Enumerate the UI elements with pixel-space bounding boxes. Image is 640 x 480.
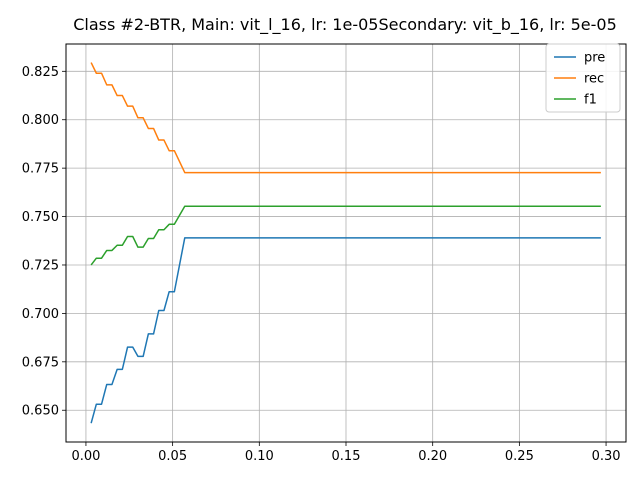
series-line-rec <box>90 62 601 174</box>
legend-label-pre: pre <box>584 51 605 66</box>
y-tick-label: 0.700 <box>22 307 59 322</box>
y-tick-label: 0.725 <box>22 258 59 273</box>
x-tick-label: 0.15 <box>332 449 361 464</box>
y-tick-label: 0.800 <box>22 113 59 128</box>
y-tick-label: 0.650 <box>22 404 59 419</box>
x-tick-label: 0.05 <box>158 449 187 464</box>
legend-label-rec: rec <box>584 72 604 87</box>
legend: pre rec f1 <box>545 43 621 113</box>
x-tick-label: 0.10 <box>245 449 274 464</box>
y-axis: 0.650 0.675 0.700 0.725 0.750 0.775 0.800 0.825 <box>22 65 66 419</box>
x-tick-label: 0.30 <box>592 449 621 464</box>
series-line-pre <box>90 237 601 424</box>
y-tick-label: 0.750 <box>22 210 59 225</box>
x-axis: 0.00 0.05 0.10 0.15 0.20 0.25 0.30 <box>71 442 621 464</box>
x-tick-label: 0.25 <box>505 449 534 464</box>
legend-box <box>545 43 621 113</box>
grid <box>66 44 626 442</box>
y-tick-label: 0.775 <box>22 162 59 177</box>
series-lines <box>90 62 601 424</box>
legend-label-f1: f1 <box>584 93 597 108</box>
series-line-f1 <box>90 205 601 266</box>
y-tick-label: 0.825 <box>22 65 59 80</box>
x-tick-label: 0.00 <box>71 449 100 464</box>
y-tick-label: 0.675 <box>22 355 59 370</box>
chart-title: Class #2-BTR, Main: vit_l_16, lr: 1e-05S… <box>73 15 617 35</box>
x-tick-label: 0.20 <box>418 449 447 464</box>
